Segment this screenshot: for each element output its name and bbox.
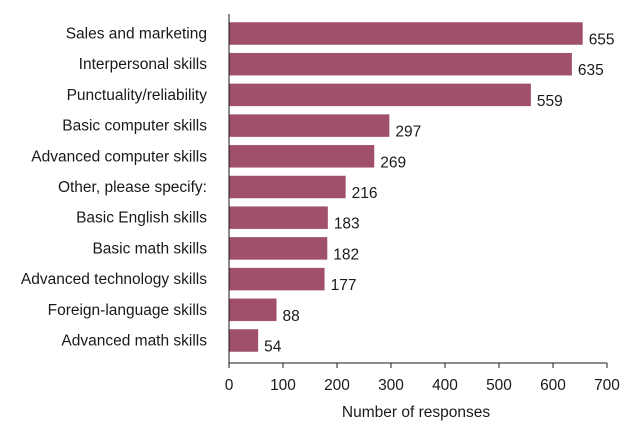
- bar-value-label: 635: [578, 62, 604, 79]
- bar-value-label: 182: [333, 246, 359, 263]
- category-label: Advanced math skills: [61, 333, 207, 350]
- x-ticks-group: 0 100 200 300 400 500 600 700: [225, 363, 620, 394]
- x-tick-label: 500: [486, 377, 512, 394]
- bar: [229, 237, 328, 260]
- bar: [229, 175, 346, 199]
- category-label: Basic English skills: [76, 210, 207, 227]
- x-tick-label: 300: [378, 377, 404, 394]
- x-axis-title: Number of responses: [342, 404, 490, 421]
- bar-value-label: 269: [380, 154, 406, 171]
- x-tick-label: 0: [225, 377, 234, 394]
- category-label: Advanced computer skills: [31, 148, 207, 165]
- category-label: Other, please specify:: [58, 179, 207, 196]
- axes-group: [228, 14, 607, 364]
- bar-value-label: 559: [537, 93, 563, 110]
- x-tick-label: 400: [432, 377, 458, 394]
- x-tick-label: 600: [540, 377, 566, 394]
- category-label: Sales and marketing: [66, 26, 207, 43]
- bar: [229, 52, 572, 76]
- category-label: Basic computer skills: [62, 118, 207, 135]
- bar-value-label: 183: [334, 216, 360, 233]
- bar-value-label: 216: [352, 185, 378, 202]
- bar: [229, 145, 375, 168]
- bar-value-label: 655: [589, 32, 615, 49]
- x-tick-label: 700: [594, 377, 620, 394]
- x-tick-label: 200: [324, 377, 350, 394]
- bar: [229, 298, 277, 322]
- category-label: Advanced technology skills: [21, 271, 207, 288]
- bar: [229, 329, 259, 352]
- bar-value-label: 177: [331, 277, 357, 294]
- category-label: Punctuality/reliability: [67, 87, 208, 104]
- bar-value-label: 297: [395, 124, 421, 141]
- bar-value-label: 54: [264, 339, 282, 356]
- category-label: Foreign-language skills: [48, 302, 208, 319]
- bar: [229, 83, 531, 107]
- bar: [229, 267, 325, 291]
- bar: [229, 22, 583, 45]
- bar: [229, 206, 328, 229]
- category-label: Basic math skills: [92, 240, 207, 257]
- bar-value-label: 88: [283, 308, 300, 325]
- category-label: Interpersonal skills: [79, 56, 208, 73]
- bars-group: [229, 22, 583, 352]
- bar: [229, 114, 390, 137]
- x-tick-label: 100: [270, 377, 296, 394]
- category-labels-group: Sales and marketing Interpersonal skills P…: [21, 26, 207, 350]
